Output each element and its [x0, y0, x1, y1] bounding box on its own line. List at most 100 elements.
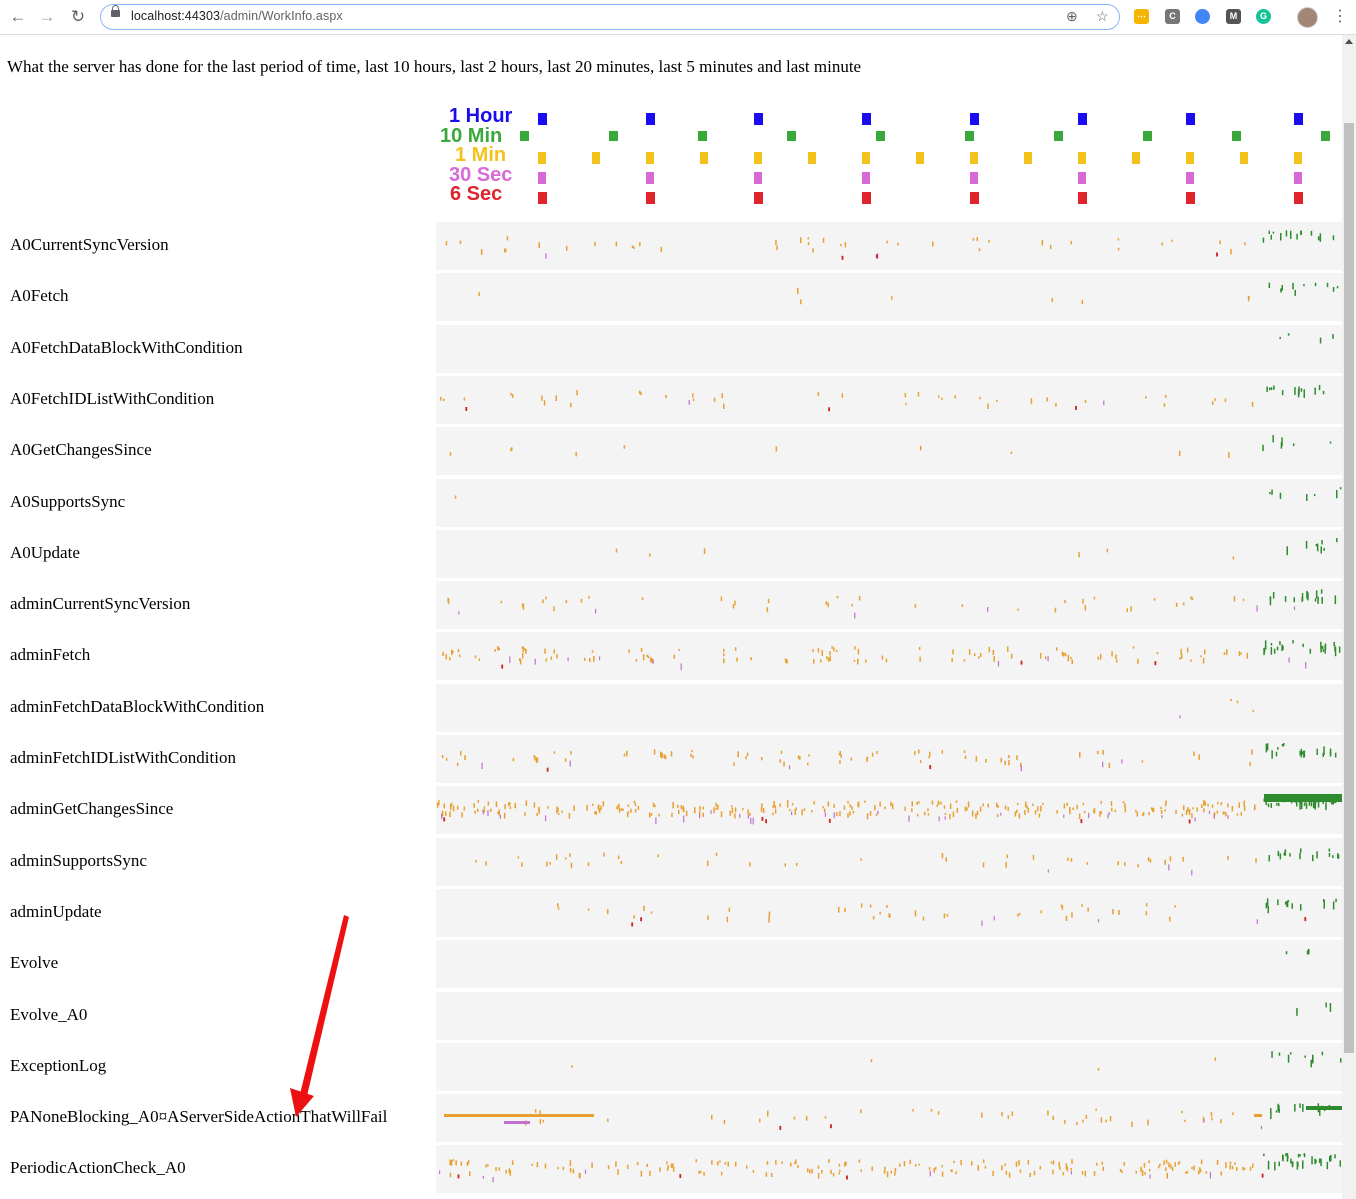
activity-tick: [822, 237, 825, 243]
activity-tick: [447, 598, 450, 605]
activity-tick: [1281, 390, 1284, 396]
activity-tick: [562, 1167, 565, 1171]
activity-tick: [452, 1159, 454, 1162]
activity-tick: [575, 452, 577, 457]
reload-icon[interactable]: ↻: [70, 7, 86, 26]
activity-tick: [975, 813, 977, 820]
activity-tick: [510, 392, 512, 396]
activity-tick: [866, 757, 869, 760]
star-icon[interactable]: ☆: [1096, 8, 1109, 24]
activity-tick: [914, 604, 917, 608]
scrollbar-thumb[interactable]: [1344, 123, 1354, 1053]
activity-tick: [940, 802, 942, 805]
activity-tick: [1066, 1167, 1069, 1172]
activity-tick: [1278, 1161, 1280, 1167]
activity-tick: [1296, 1007, 1298, 1016]
activity-tick: [534, 755, 536, 761]
activity-tick: [1026, 805, 1028, 809]
activity-tick: [1018, 912, 1021, 916]
activity-tick: [723, 1120, 726, 1125]
activity-tick: [944, 816, 946, 820]
activity-tick: [490, 809, 492, 813]
activity-tick: [1101, 1161, 1103, 1166]
activity-tick: [1321, 1051, 1324, 1056]
activity-tick: [1289, 852, 1291, 857]
row-label: A0GetChangesSince: [10, 440, 152, 460]
activity-tick: [694, 810, 696, 814]
activity-tick: [1203, 800, 1205, 807]
row-label: adminGetChangesSince: [10, 799, 174, 819]
activity-tick: [666, 1168, 669, 1172]
row-label: PANoneBlocking_A0¤AServerSideActionThatW…: [10, 1107, 388, 1127]
activity-tick: [670, 751, 673, 757]
activity-tick: [879, 801, 881, 807]
extension-icon[interactable]: ⋯: [1134, 9, 1149, 24]
activity-tick: [498, 1167, 500, 1171]
activity-tick: [1214, 398, 1216, 401]
address-bar[interactable]: localhost:44303/admin/WorkInfo.aspx ⊕ ☆: [100, 4, 1120, 30]
row-label: A0FetchIDListWithCondition: [10, 388, 215, 408]
activity-tick: [711, 1160, 713, 1166]
extension-icon[interactable]: M: [1226, 9, 1241, 24]
activity-tick: [794, 1161, 796, 1165]
activity-tick: [483, 806, 486, 810]
activity-tick: [1204, 801, 1207, 806]
activity-band: [436, 529, 1342, 578]
activity-tick: [1277, 899, 1279, 906]
activity-tick: [977, 1165, 979, 1172]
activity-tick: [914, 751, 916, 756]
activity-tick: [1070, 240, 1073, 245]
zoom-icon[interactable]: ⊕: [1066, 8, 1078, 24]
scroll-up-icon[interactable]: [1345, 39, 1353, 44]
activity-tick: [545, 815, 547, 822]
activity-tick: [504, 248, 506, 253]
activity-tick: [820, 659, 822, 663]
activity-tick: [506, 236, 509, 241]
activity-tick: [1186, 648, 1189, 653]
activity-tick: [1007, 807, 1009, 812]
activity-tick: [1095, 1108, 1097, 1111]
activity-tick: [593, 656, 595, 663]
activity-tick: [765, 1172, 768, 1178]
activity-tick: [1320, 1158, 1322, 1167]
activity-tick: [987, 803, 989, 808]
activity-tick: [680, 805, 683, 810]
activity-tick: [517, 855, 520, 859]
activity-tick: [874, 805, 876, 811]
page-scrollbar[interactable]: [1342, 35, 1356, 1199]
profile-avatar[interactable]: [1297, 7, 1318, 28]
activity-tick: [774, 809, 777, 814]
activity-tick: [1075, 405, 1077, 410]
activity-tick: [992, 1171, 994, 1177]
activity-tick: [1279, 853, 1282, 860]
activity-tick: [1178, 1161, 1181, 1164]
timeline-row: adminFetchDataBlockWithCondition: [0, 683, 1342, 732]
activity-tick: [695, 1159, 697, 1163]
activity-tick: [1267, 803, 1270, 808]
activity-tick: [1270, 647, 1273, 656]
activity-tick: [1135, 810, 1137, 813]
activity-tick: [521, 646, 524, 650]
activity-tick: [1222, 812, 1224, 815]
activity-tick: [1328, 852, 1331, 857]
activity-tick: [557, 813, 560, 816]
menu-icon[interactable]: ⋮: [1332, 8, 1348, 25]
activity-ticks: [571, 1051, 1342, 1071]
activity-tick: [616, 806, 618, 810]
back-arrow-icon[interactable]: ←: [9, 7, 27, 26]
extension-icon[interactable]: G: [1256, 9, 1271, 24]
activity-tick: [854, 612, 856, 619]
activity-tick: [1270, 1108, 1272, 1114]
lock-icon[interactable]: [111, 5, 120, 17]
activity-tick: [933, 1168, 935, 1174]
activity-tick: [1017, 803, 1019, 806]
activity-tick: [903, 1161, 906, 1167]
extension-icon[interactable]: C: [1165, 9, 1180, 24]
forward-arrow-icon[interactable]: →: [38, 7, 56, 26]
url-text[interactable]: localhost:44303/admin/WorkInfo.aspx: [131, 9, 343, 23]
activity-tick: [846, 1175, 848, 1180]
activity-tick: [443, 398, 445, 401]
activity-tick: [691, 749, 693, 753]
activity-tick: [1278, 1052, 1281, 1056]
extension-icon[interactable]: [1195, 9, 1210, 24]
